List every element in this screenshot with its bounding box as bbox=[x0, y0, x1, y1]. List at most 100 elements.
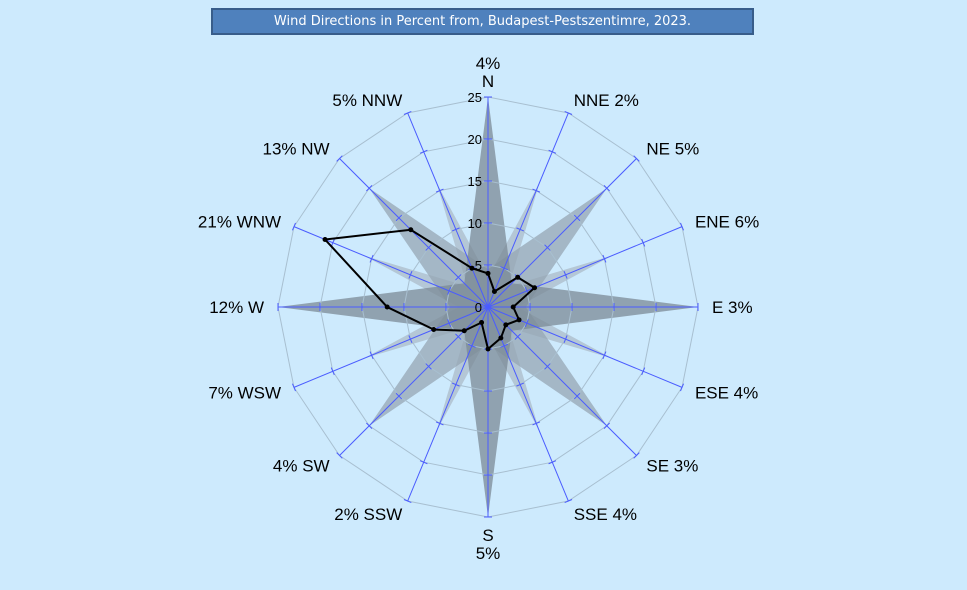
data-point bbox=[485, 346, 491, 352]
axis-tick bbox=[336, 452, 343, 459]
axis-tick bbox=[573, 392, 581, 400]
data-point bbox=[408, 227, 414, 233]
axis-tick bbox=[563, 270, 568, 279]
axis-line bbox=[487, 306, 637, 456]
axis-tick bbox=[447, 287, 452, 295]
axis-tick bbox=[500, 266, 508, 271]
axis-line bbox=[487, 158, 637, 308]
axis-tick bbox=[366, 422, 373, 429]
axis-tick bbox=[435, 421, 444, 426]
data-point bbox=[431, 327, 437, 333]
category-label: ESE 4% bbox=[695, 384, 758, 403]
category-label: 7% WSW bbox=[208, 384, 281, 403]
axis-tick bbox=[455, 333, 462, 340]
data-point bbox=[384, 304, 390, 310]
category-label: NE 5% bbox=[646, 140, 699, 159]
data-point bbox=[491, 288, 497, 294]
category-label: 5% NNW bbox=[332, 91, 402, 110]
category-label: NNE 2% bbox=[574, 91, 639, 110]
category-label: SE 3% bbox=[646, 456, 698, 475]
axis-tick bbox=[419, 149, 428, 154]
axis-tick bbox=[544, 363, 551, 370]
data-point bbox=[503, 322, 509, 328]
category-label: 21% WNW bbox=[198, 212, 281, 231]
axis-tick bbox=[395, 214, 403, 222]
data-point bbox=[479, 320, 485, 326]
axis-tick bbox=[516, 382, 525, 387]
axis-tick bbox=[602, 351, 607, 360]
axis-tick bbox=[455, 274, 462, 281]
axis-tick bbox=[425, 363, 432, 370]
category-label: SSE 4% bbox=[574, 505, 637, 524]
tick-label: 10 bbox=[468, 216, 482, 231]
axis-tick bbox=[419, 460, 428, 465]
axis-tick bbox=[408, 335, 413, 344]
category-label: S bbox=[482, 526, 493, 545]
axis-tick bbox=[336, 155, 343, 162]
axis-tick bbox=[425, 244, 432, 251]
tick-label: 20 bbox=[468, 132, 482, 147]
category-label: E 3% bbox=[712, 298, 753, 317]
data-point bbox=[515, 274, 521, 280]
category-label: N bbox=[482, 72, 494, 91]
tick-label: 0 bbox=[475, 300, 482, 315]
chart-title: Wind Directions in Percent from, Budapes… bbox=[211, 8, 754, 35]
axis-tick bbox=[408, 270, 413, 279]
value-label: 4% bbox=[476, 54, 501, 73]
axis-tick bbox=[291, 222, 296, 231]
axis-tick bbox=[514, 333, 521, 340]
tick-label: 5 bbox=[475, 258, 482, 273]
data-point bbox=[469, 265, 475, 271]
axis-tick bbox=[532, 188, 541, 193]
axis-tick bbox=[524, 319, 529, 327]
axis-tick bbox=[291, 383, 296, 392]
axis-tick bbox=[564, 499, 573, 504]
axis-tick bbox=[369, 254, 374, 263]
axis-tick bbox=[641, 238, 646, 247]
data-point bbox=[461, 328, 467, 334]
data-point bbox=[532, 285, 538, 291]
axis-tick bbox=[403, 110, 412, 115]
axis-tick bbox=[330, 238, 335, 247]
data-point bbox=[498, 335, 504, 341]
axis-line bbox=[487, 226, 683, 308]
axis-tick bbox=[500, 343, 508, 348]
axis-tick bbox=[564, 110, 573, 115]
axis-tick bbox=[641, 367, 646, 376]
axis-tick bbox=[563, 335, 568, 344]
data-point bbox=[510, 304, 516, 310]
category-label: 2% SSW bbox=[334, 505, 402, 524]
axis-tick bbox=[603, 185, 610, 192]
axis-tick bbox=[447, 319, 452, 327]
axis-tick bbox=[451, 227, 460, 232]
axis-tick bbox=[603, 422, 610, 429]
category-label: 13% NW bbox=[263, 140, 330, 159]
axis-tick bbox=[548, 460, 557, 465]
axis-tick bbox=[366, 185, 373, 192]
axis-tick bbox=[680, 222, 685, 231]
axis-line bbox=[487, 112, 569, 308]
category-label: ENE 6% bbox=[695, 212, 759, 231]
tick-label: 25 bbox=[468, 90, 482, 105]
category-label: 4% SW bbox=[273, 456, 330, 475]
axis-line bbox=[407, 306, 489, 502]
data-point bbox=[322, 236, 328, 242]
axis-tick bbox=[532, 421, 541, 426]
axis-tick bbox=[516, 227, 525, 232]
axis-tick bbox=[403, 499, 412, 504]
axis-tick bbox=[573, 214, 581, 222]
tick-label: 15 bbox=[468, 174, 482, 189]
axis-tick bbox=[602, 254, 607, 263]
axis-tick bbox=[633, 452, 640, 459]
axis-tick bbox=[395, 392, 403, 400]
axis-tick bbox=[680, 383, 685, 392]
axis-line bbox=[293, 306, 489, 388]
value-label: 5% bbox=[476, 544, 501, 563]
axis-tick bbox=[435, 188, 444, 193]
axis-tick bbox=[468, 343, 476, 348]
axis-tick bbox=[544, 244, 551, 251]
axis-tick bbox=[548, 149, 557, 154]
axis-tick bbox=[369, 351, 374, 360]
axis-tick bbox=[633, 155, 640, 162]
